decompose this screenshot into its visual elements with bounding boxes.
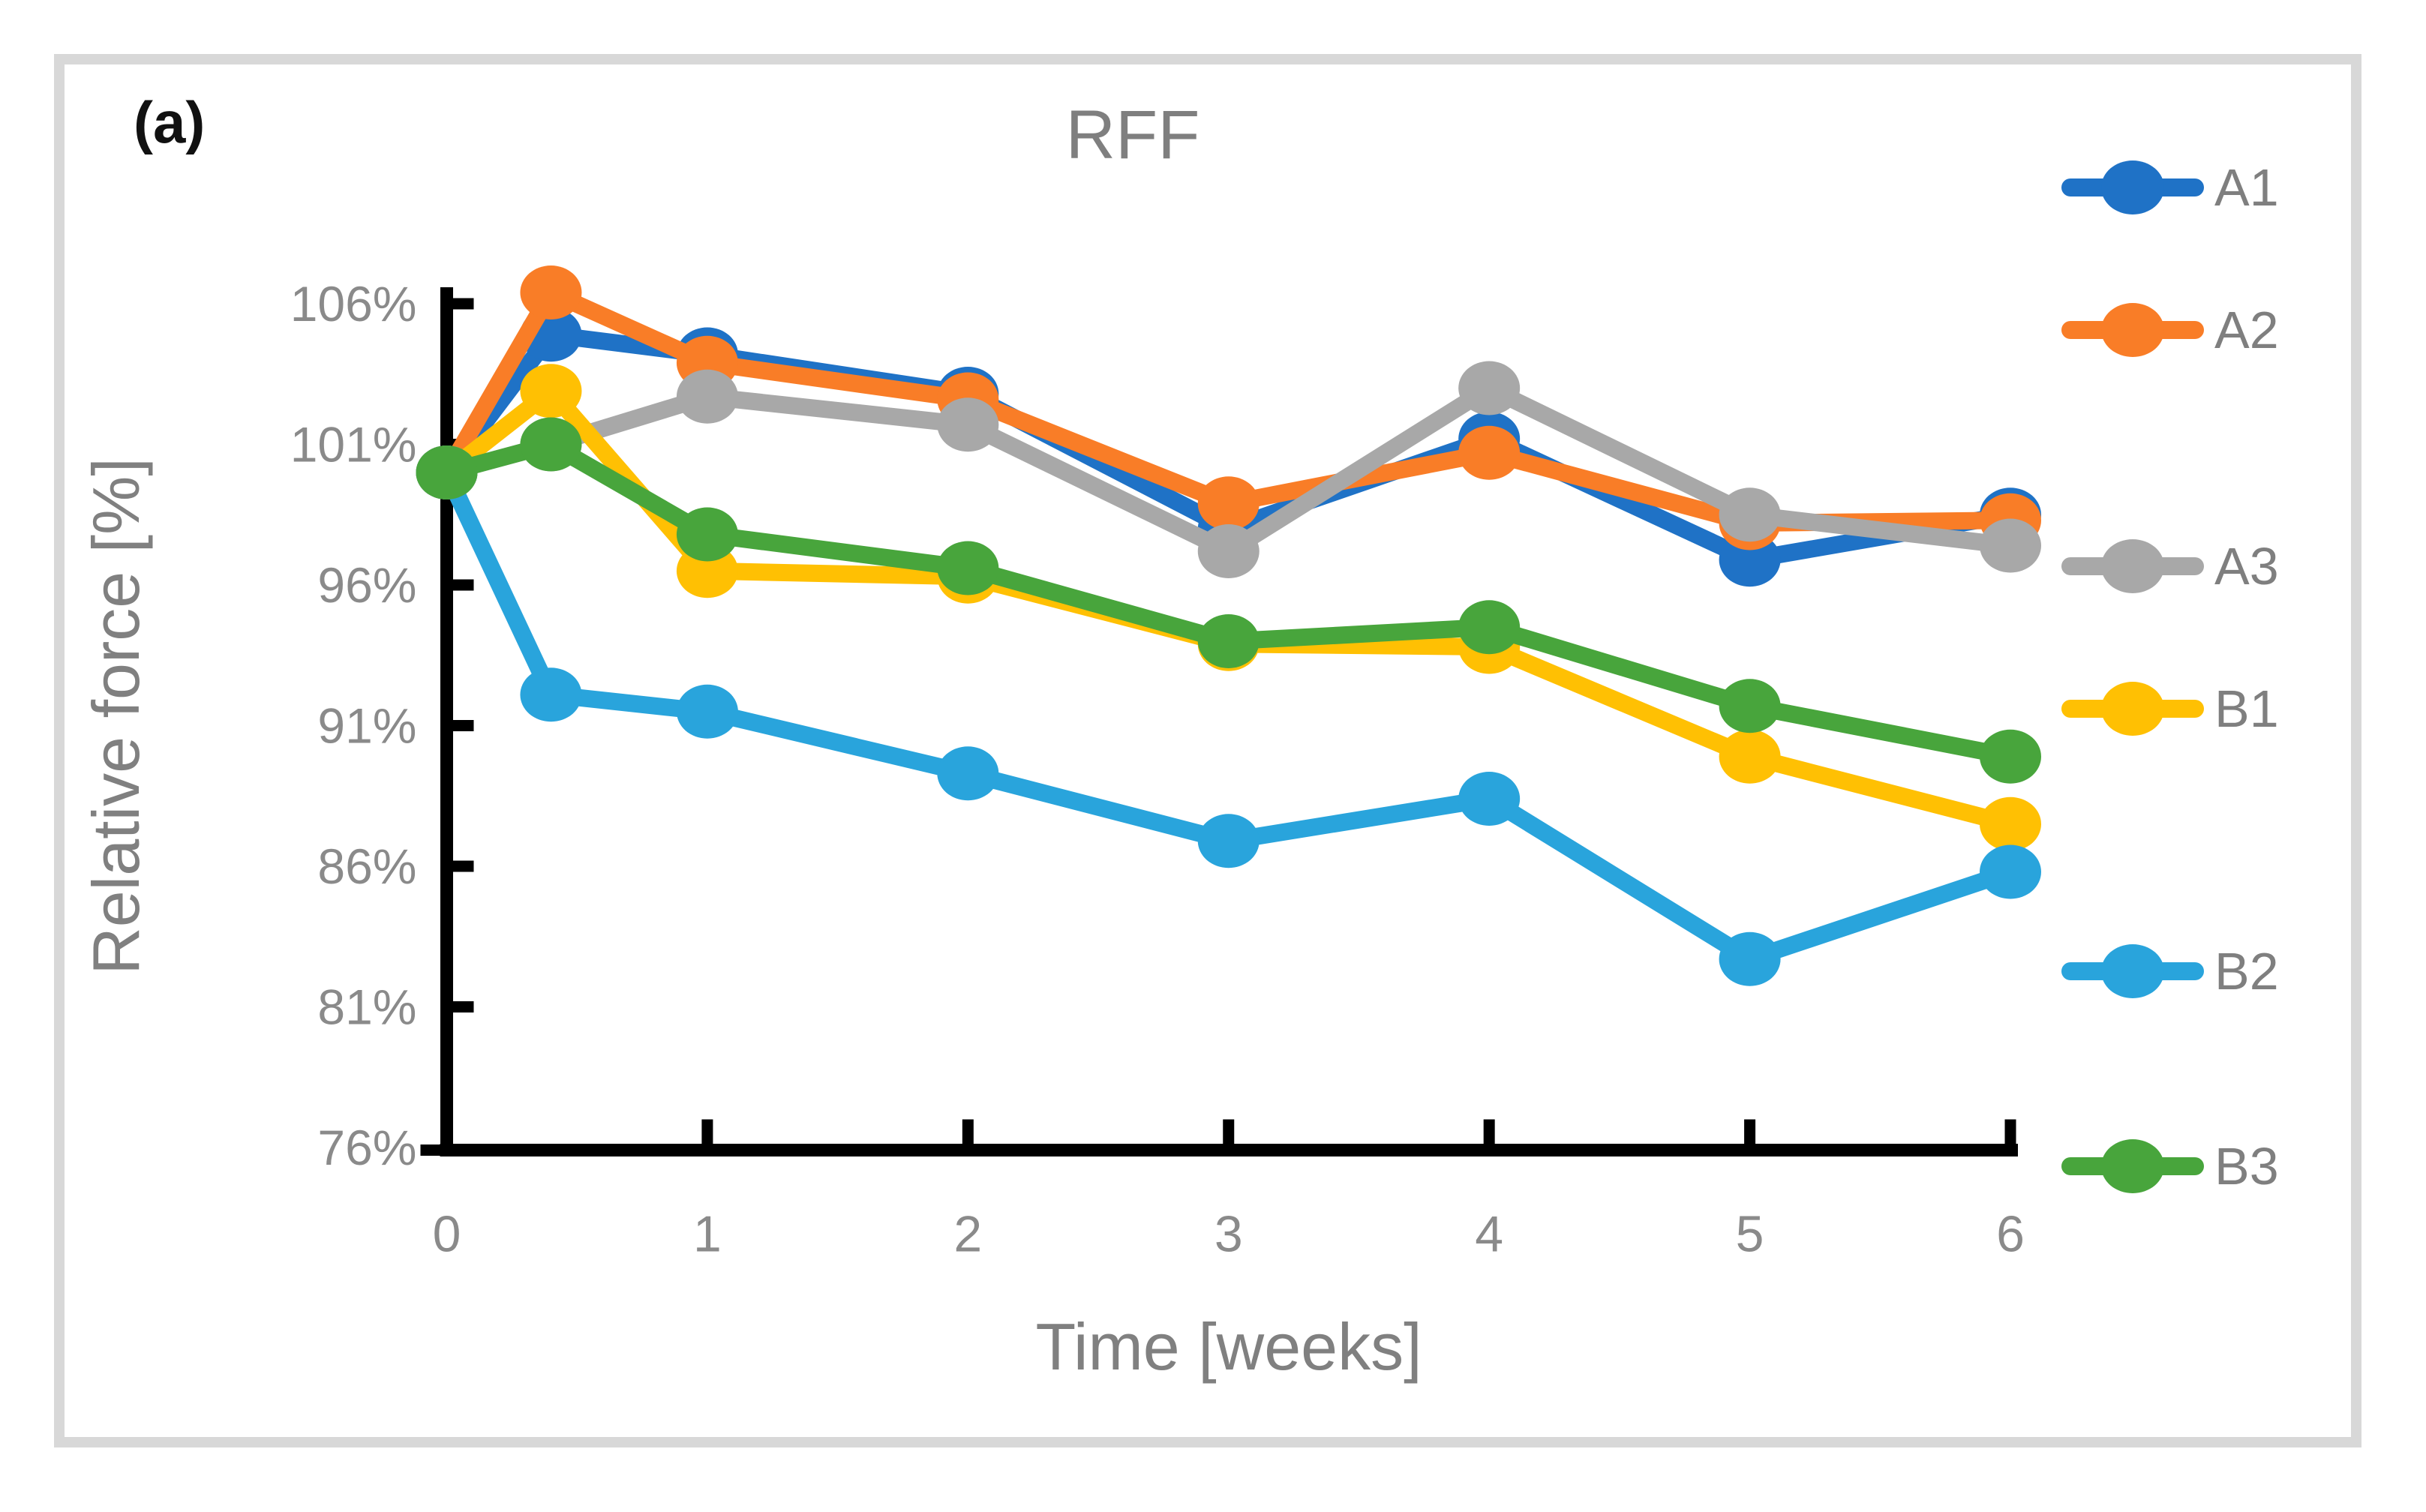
legend-marker-B3 [2061,1139,2204,1193]
x-tick-label: 6 [1996,1206,2025,1263]
data-point-B2 [676,684,738,739]
y-tick-label: 106% [290,276,417,332]
data-point-A3 [1980,518,2041,573]
data-point-A2 [1197,476,1260,531]
data-point-B1 [520,364,582,418]
data-point-B3 [1197,614,1260,668]
data-point-A3 [676,369,738,424]
legend-item-B2: B2 [2061,940,2279,1003]
data-point-B3 [1719,679,1781,734]
series-B2 [416,446,2041,986]
y-tick-label: 81% [317,980,416,1035]
legend-marker-B1 [2061,682,2204,736]
y-tick-label: 91% [317,698,416,754]
legend-item-A2: A2 [2061,298,2279,362]
x-tick-label: 4 [1475,1206,1503,1263]
y-tick-label: 86% [317,838,416,894]
legend-item-B3: B3 [2061,1135,2279,1198]
x-tick-label: 5 [1736,1206,1764,1263]
data-point-A3 [937,398,999,452]
data-point-B2 [1980,844,2041,899]
legend-label-A2: A2 [2214,301,2279,359]
y-tick-label: 96% [317,557,416,613]
series-B3 [416,417,2041,784]
data-point-B3 [1980,729,2041,784]
legend-label-B2: B2 [2214,942,2279,1000]
legend-label-B1: B1 [2214,680,2279,738]
x-tick-label: 1 [693,1206,722,1263]
y-tick-label: 76% [317,1120,416,1175]
series-line-B3 [438,436,2019,766]
legend-marker-A3 [2061,539,2204,593]
data-point-B3 [937,541,999,596]
legend-label-B3: B3 [2214,1137,2279,1196]
x-axis-title: Time [weeks] [1035,1310,1422,1384]
legend-item-A1: A1 [2061,156,2279,219]
chart-title: RFF [1065,97,1200,173]
data-point-A2 [520,266,582,320]
legend-item-A3: A3 [2061,535,2279,598]
data-point-B1 [1719,729,1781,784]
data-point-B2 [1719,932,1781,986]
data-point-B3 [676,507,738,562]
figure-border [54,54,2361,1448]
data-point-B2 [520,668,582,722]
x-tick-label: 0 [433,1206,461,1263]
legend-marker-A2 [2061,303,2204,357]
data-point-B3 [1458,600,1521,655]
data-point-A3 [1458,361,1521,416]
legend-marker-B2 [2061,944,2204,998]
data-point-A3 [1197,524,1260,578]
legend-item-B1: B1 [2061,677,2279,740]
data-point-B2 [937,746,999,801]
data-point-B3 [520,417,582,472]
data-point-B2 [1197,814,1260,868]
data-point-B1 [1980,796,2041,851]
series-B1 [416,364,2041,851]
y-tick-label: 101% [290,417,417,472]
legend-marker-A1 [2061,160,2204,214]
panel-label: (a) [134,89,206,155]
data-point-A3 [1719,488,1781,542]
legend-label-A3: A3 [2214,537,2279,596]
x-tick-label: 3 [1215,1206,1243,1263]
data-point-A2 [1458,425,1521,480]
legend-label-A1: A1 [2214,158,2279,217]
x-tick-label: 2 [953,1206,982,1263]
data-point-B2 [1458,772,1521,826]
data-point-B3 [416,446,478,500]
